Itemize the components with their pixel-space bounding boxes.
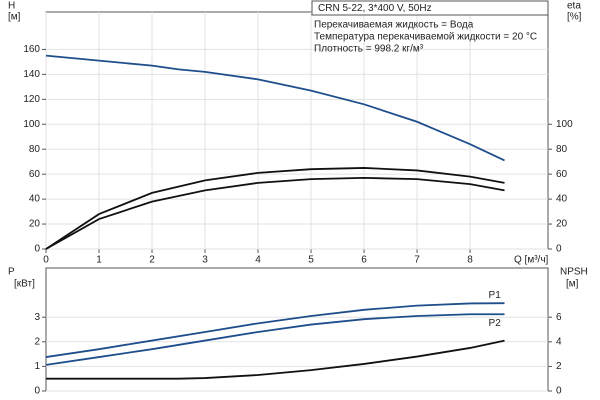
curve-label: P2 (489, 318, 502, 329)
y-tick-label: 120 (23, 94, 40, 105)
curve (45, 176, 505, 250)
y-tick-label: 0 (34, 386, 40, 397)
x-axis-label: Q [м³/ч] (514, 255, 549, 266)
x-tick-label: 2 (149, 255, 155, 266)
y2-axis-label: NPSH (560, 267, 588, 278)
y2-tick-label: 80 (556, 144, 568, 155)
y2-tick-label: 60 (556, 169, 568, 180)
x-tick-label: 4 (255, 255, 261, 266)
curve (45, 167, 505, 250)
y2-tick-label: 0 (556, 244, 562, 255)
y2-axis-unit: [м] (566, 279, 579, 290)
y2-tick-label: 0 (556, 386, 562, 397)
y-tick-label: 100 (23, 119, 40, 130)
y-axis-unit: [м] (8, 12, 21, 23)
x-tick-label: 7 (414, 255, 420, 266)
y-tick-label: 40 (29, 194, 41, 205)
annotation: Температура перекачиваемой жидкости = 20… (314, 32, 537, 43)
y2-tick-label: 6 (556, 312, 562, 323)
curve (45, 313, 505, 366)
x-tick-label: 6 (361, 255, 367, 266)
y-tick-label: 60 (29, 169, 41, 180)
y-tick-label: 20 (29, 219, 41, 230)
y2-tick-label: 4 (556, 336, 562, 347)
y2-tick-label: 40 (556, 194, 568, 205)
curve (45, 302, 505, 358)
annotation: Плотность = 998.2 кг/м³ (314, 44, 424, 55)
y-axis-label: H (8, 1, 15, 12)
annotation: Перекачиваемая жидкость = Вода (314, 20, 474, 31)
y-axis-unit: [кВт] (14, 279, 35, 290)
curve (46, 339, 505, 380)
y-tick-label: 2 (34, 336, 40, 347)
y-tick-label: 140 (23, 69, 40, 80)
x-tick-label: 0 (43, 255, 49, 266)
y2-axis-label: eta (567, 1, 581, 12)
y-tick-label: 160 (23, 44, 40, 55)
curve-label: P1 (489, 290, 502, 301)
plot-frame (45, 11, 549, 250)
y-axis-label: P (8, 267, 15, 278)
x-tick-label: 3 (202, 255, 208, 266)
y2-tick-label: 20 (556, 219, 568, 230)
y2-axis-unit: [%] (567, 12, 582, 23)
x-tick-label: 5 (308, 255, 314, 266)
x-tick-label: 8 (467, 255, 473, 266)
y-tick-label: 3 (34, 312, 40, 323)
x-tick-label: 1 (96, 255, 102, 266)
chart-title: CRN 5-22, 3*400 V, 50Hz (318, 3, 432, 14)
title-box (311, 0, 549, 16)
plot-frame (45, 267, 549, 392)
y-tick-label: 1 (34, 361, 40, 372)
y-tick-label: 80 (29, 144, 41, 155)
y2-tick-label: 2 (556, 361, 562, 372)
y2-tick-label: 100 (556, 119, 573, 130)
y-tick-label: 0 (34, 244, 40, 255)
curve (45, 54, 505, 162)
